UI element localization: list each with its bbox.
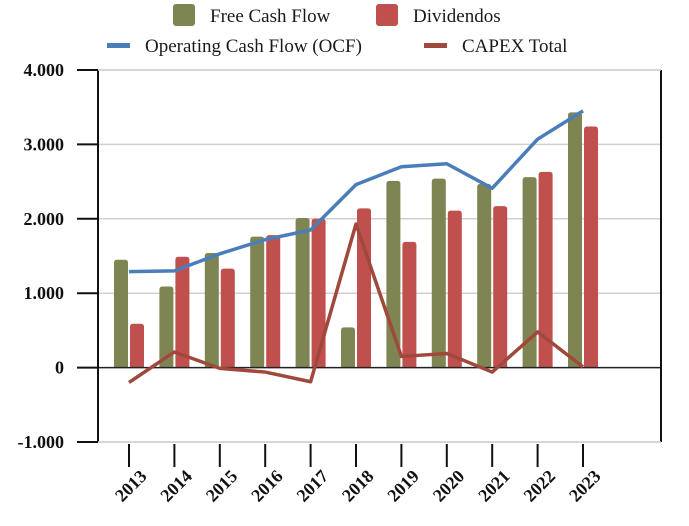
legend-swatch-free-cash-flow [173,4,195,26]
legend-item-free-cash-flow: Free Cash Flow [173,4,331,27]
y-tick-label: 4.000 [24,60,65,80]
x-tick-label: 2021 [474,466,514,506]
y-axis-ticks: 4.000 3.000 2.000 1.000 0 -1.000 [18,60,98,452]
bar-free-cash-flow-2015 [204,253,219,368]
bar-dividendos-2021 [493,206,508,368]
bar-dividendos-2013 [130,323,144,368]
bar-dividendos-2023 [584,126,598,368]
bar-dividendos-2022 [538,171,553,368]
x-axis-ticks: 2013 2014 2015 2016 2017 2018 2019 2020 2021 2022… [111,444,605,506]
legend: Free Cash Flow Dividendos Operating Cash… [107,4,567,57]
legend-item-dividendos: Dividendos [376,4,501,27]
legend-item-capex: CAPEX Total [424,36,567,57]
legend-label-free-cash-flow: Free Cash Flow [210,6,331,27]
bar-free-cash-flow-2022 [522,177,537,368]
bar-free-cash-flow-2014 [159,286,174,368]
bar-free-cash-flow-2021 [477,183,492,368]
axes [97,69,662,443]
lines [128,109,585,384]
x-tick-label: 2016 [247,466,287,506]
legend-item-ocf: Operating Cash Flow (OCF) [107,36,362,57]
y-tick-label: 3.000 [24,134,65,154]
y-tick-label: 2.000 [24,209,65,229]
bar-dividendos-2014 [175,256,190,368]
line-capex-total [128,222,585,384]
bar-dividendos-2017 [311,218,326,368]
legend-swatch-ocf [107,43,130,48]
legend-label-dividendos: Dividendos [413,6,501,27]
bar-free-cash-flow-2017 [295,218,310,368]
x-tick-label: 2020 [429,466,469,506]
y-tick-label: 1.000 [24,283,65,303]
x-tick-label: 2017 [293,466,333,506]
bar-dividendos-2018 [357,208,371,368]
legend-swatch-dividendos [376,4,398,26]
x-tick-label: 2014 [156,466,196,506]
x-tick-label: 2023 [565,466,605,506]
bar-free-cash-flow-2018 [341,327,355,368]
y-tick-label: 0 [55,358,64,378]
bar-free-cash-flow-2013 [114,259,128,368]
bar-dividendos-2020 [447,210,462,368]
y-tick-label: -1.000 [18,432,65,452]
x-tick-label: 2022 [520,466,560,506]
legend-swatch-capex [424,43,447,48]
x-tick-label: 2019 [383,466,423,506]
bar-dividendos-2015 [220,268,235,368]
line-operating-cash-flow-ocf [128,109,584,274]
x-tick-label: 2015 [202,466,242,506]
bar-free-cash-flow-2019 [386,180,401,368]
bar-free-cash-flow-2016 [250,236,265,368]
bar-dividendos-2019 [402,241,417,368]
bar-dividendos-2016 [266,235,281,368]
bars [114,112,598,368]
x-tick-label: 2018 [338,466,378,506]
bar-free-cash-flow-2020 [431,178,446,368]
bar-free-cash-flow-2023 [568,112,582,368]
legend-label-ocf: Operating Cash Flow (OCF) [145,36,362,57]
x-tick-label: 2013 [111,466,151,506]
legend-label-capex: CAPEX Total [462,36,567,57]
